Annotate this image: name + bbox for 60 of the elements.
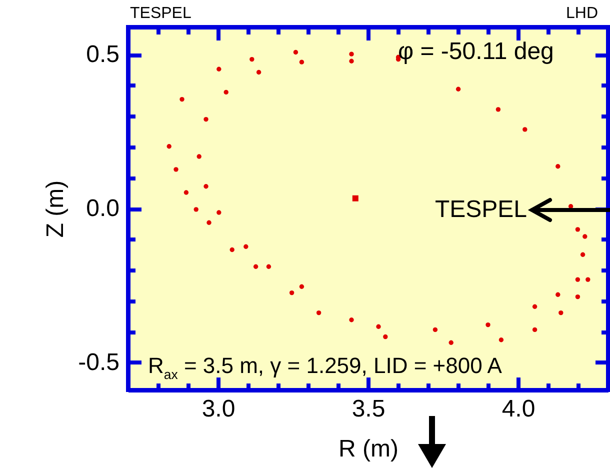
point xyxy=(196,154,202,159)
point xyxy=(582,234,588,239)
point xyxy=(383,334,388,340)
point xyxy=(174,167,178,172)
point xyxy=(556,292,560,297)
point xyxy=(432,327,438,332)
point xyxy=(216,210,222,215)
point xyxy=(230,247,234,252)
point xyxy=(349,52,354,56)
annotation: R$_{ax}$ = 3.5 m, γ = 1.259, LID = +800 A xyxy=(148,353,502,382)
point xyxy=(266,264,272,269)
point xyxy=(522,127,528,132)
point xyxy=(299,284,304,289)
point xyxy=(532,327,538,332)
y-axis-title: Z (m) xyxy=(42,180,70,238)
point xyxy=(532,304,538,309)
point xyxy=(244,244,248,249)
point xyxy=(204,184,208,189)
point xyxy=(206,220,212,225)
point xyxy=(184,190,189,195)
text: LHD xyxy=(566,5,598,22)
point xyxy=(349,58,354,64)
point xyxy=(289,290,294,296)
point xyxy=(293,50,298,55)
point xyxy=(316,310,322,316)
point xyxy=(556,164,560,169)
point xyxy=(216,66,222,72)
point xyxy=(194,207,198,212)
point xyxy=(575,227,580,232)
point xyxy=(253,264,258,269)
point xyxy=(224,90,228,95)
point xyxy=(376,324,381,329)
point xyxy=(586,277,590,282)
point xyxy=(456,86,461,92)
y-tick-label: -0.5 xyxy=(78,348,120,376)
x-tick-label: 3.5 xyxy=(352,396,386,422)
point xyxy=(580,252,586,257)
point xyxy=(349,318,354,322)
point xyxy=(448,340,454,345)
point xyxy=(498,338,504,342)
point xyxy=(486,322,490,328)
point xyxy=(558,310,564,316)
point xyxy=(166,144,172,149)
x-tick-label: 3.0 xyxy=(202,396,236,422)
y-tick-label: 0.0 xyxy=(86,195,120,222)
y-tick-label: 0.5 xyxy=(86,41,120,68)
annotation: TESPEL xyxy=(434,196,527,223)
x-axis-title: R (m) xyxy=(338,436,398,462)
point xyxy=(180,96,184,102)
x-tick-label: 4.0 xyxy=(502,396,536,422)
point xyxy=(575,277,580,282)
point xyxy=(352,195,358,202)
point xyxy=(299,60,304,64)
point xyxy=(575,294,580,300)
text: TESPEL xyxy=(130,5,192,22)
point xyxy=(256,70,262,75)
point xyxy=(204,116,208,122)
point xyxy=(250,56,254,62)
annotation: φ = -50.11 deg xyxy=(398,38,554,65)
point xyxy=(496,107,501,112)
